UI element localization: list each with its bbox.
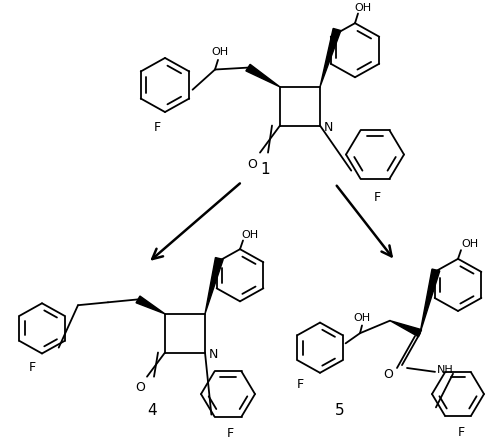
Text: O: O — [135, 381, 145, 394]
Polygon shape — [205, 258, 223, 314]
Text: OH: OH — [462, 239, 478, 249]
Text: F: F — [226, 427, 234, 438]
Text: N: N — [324, 121, 332, 134]
Text: F: F — [458, 426, 464, 438]
Text: 5: 5 — [335, 403, 345, 418]
Text: OH: OH — [354, 3, 372, 13]
Text: O: O — [247, 158, 257, 171]
Text: F: F — [154, 121, 160, 134]
Polygon shape — [320, 28, 341, 87]
Text: OH: OH — [212, 47, 228, 57]
Text: NH: NH — [436, 365, 454, 375]
Text: 4: 4 — [147, 403, 157, 418]
Text: F: F — [28, 360, 35, 374]
Polygon shape — [420, 269, 440, 333]
Text: O: O — [383, 368, 393, 381]
Text: OH: OH — [242, 230, 258, 240]
Text: F: F — [374, 191, 380, 204]
Polygon shape — [136, 296, 165, 314]
Text: F: F — [296, 378, 304, 391]
Polygon shape — [246, 64, 280, 87]
Text: N: N — [208, 348, 218, 361]
Text: OH: OH — [354, 313, 370, 323]
Polygon shape — [390, 321, 422, 337]
Text: 1: 1 — [260, 162, 270, 177]
